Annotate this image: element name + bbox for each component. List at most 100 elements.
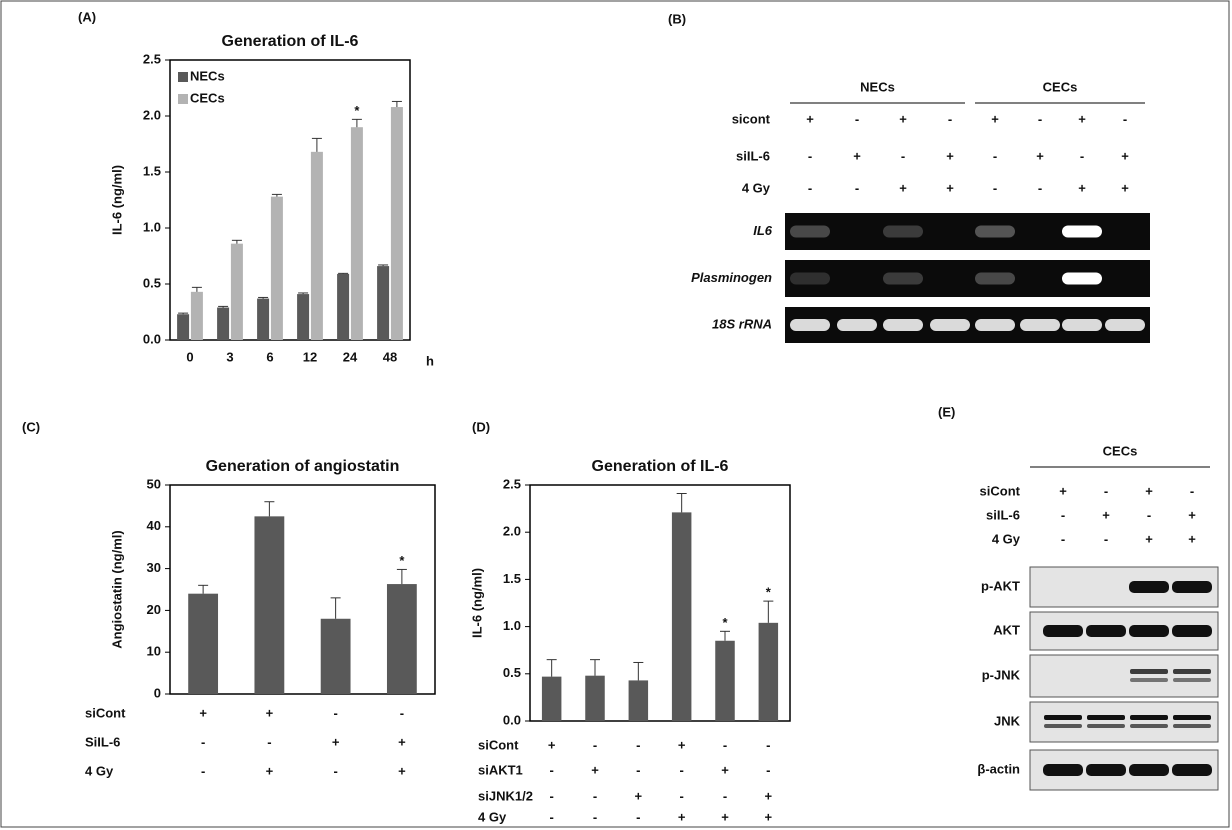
condition-sign: +: [721, 762, 729, 777]
gel-band: [1062, 225, 1102, 238]
blot-band: [1044, 715, 1082, 720]
condition-sign: +: [1078, 111, 1086, 126]
y-tick-label: 1.0: [143, 219, 161, 234]
significance-marker: *: [354, 103, 360, 118]
blot-band: [1172, 625, 1212, 637]
condition-sign: +: [1121, 180, 1129, 195]
legend-label: NECs: [190, 68, 225, 83]
condition-sign: +: [1102, 507, 1110, 522]
condition-label: 4 Gy: [992, 531, 1021, 546]
y-tick-label: 20: [147, 602, 161, 617]
condition-sign: -: [679, 762, 683, 777]
blot-band: [1043, 625, 1083, 637]
bar: [671, 512, 692, 721]
condition-sign: +: [721, 809, 729, 824]
y-tick-label: 2.0: [143, 107, 161, 122]
bar: [320, 618, 351, 694]
panel-label: (E): [938, 404, 955, 419]
condition-sign: -: [948, 111, 952, 126]
condition-sign: -: [636, 809, 640, 824]
gel-band: [1105, 319, 1145, 331]
plot-frame: [529, 484, 791, 722]
band-label: Plasminogen: [691, 270, 772, 285]
blot-band: [1130, 715, 1168, 720]
gel-band: [1020, 319, 1060, 331]
condition-sign: +: [1145, 483, 1153, 498]
blot-band: [1129, 764, 1169, 776]
x-tick-label: 3: [226, 349, 233, 364]
condition-sign: -: [993, 180, 997, 195]
condition-sign: +: [199, 705, 207, 720]
condition-sign: -: [267, 734, 271, 749]
y-tick-label: 2.5: [503, 476, 521, 491]
condition-sign: -: [593, 737, 597, 752]
condition-sign: +: [1145, 531, 1153, 546]
gel-band: [883, 272, 923, 285]
panel-label: (C): [22, 419, 40, 434]
bar: [350, 127, 363, 340]
condition-sign: -: [593, 788, 597, 803]
bar: [310, 151, 323, 340]
condition-sign: +: [266, 763, 274, 778]
condition-label: sicont: [732, 111, 771, 126]
blot-strip: [1029, 654, 1219, 698]
blot-band: [1087, 715, 1125, 720]
gel-band: [790, 319, 830, 331]
gel-band: [883, 319, 923, 331]
x-tick-label: 24: [343, 349, 358, 364]
blot-band: [1043, 764, 1083, 776]
condition-sign: -: [808, 148, 812, 163]
condition-sign: -: [549, 809, 553, 824]
condition-sign: -: [766, 737, 770, 752]
gel-band: [883, 225, 923, 238]
condition-label: siIL-6: [736, 148, 770, 163]
x-tick-label: 48: [383, 349, 397, 364]
blot-band: [1087, 724, 1125, 728]
condition-sign: -: [993, 148, 997, 163]
condition-sign: -: [766, 762, 770, 777]
blot-band: [1172, 764, 1212, 776]
condition-sign: -: [593, 809, 597, 824]
bar: [386, 584, 417, 694]
chart-title: Generation of IL-6: [222, 33, 359, 50]
legend-swatch: [178, 94, 188, 104]
condition-sign: -: [1038, 111, 1042, 126]
condition-label: 4 Gy: [742, 180, 771, 195]
plot-frame: [169, 484, 436, 695]
bar: [177, 314, 190, 340]
condition-sign: -: [1061, 531, 1065, 546]
gel-band: [1062, 272, 1102, 285]
gel-band: [790, 225, 830, 238]
condition-sign: -: [201, 763, 205, 778]
condition-sign: +: [1078, 180, 1086, 195]
condition-sign: +: [853, 148, 861, 163]
condition-sign: +: [548, 737, 556, 752]
gel-band: [975, 319, 1015, 331]
condition-sign: +: [635, 788, 643, 803]
condition-label: siCont: [980, 483, 1021, 498]
condition-sign: -: [636, 737, 640, 752]
gel-band: [837, 319, 877, 331]
y-tick-label: 40: [147, 518, 161, 533]
y-axis-label: IL-6 (ng/ml): [109, 165, 124, 235]
condition-sign: +: [946, 180, 954, 195]
band-label: 18S rRNA: [712, 316, 772, 331]
y-tick-label: 0.5: [143, 275, 161, 290]
condition-sign: +: [1121, 148, 1129, 163]
condition-label: SiIL-6: [85, 734, 120, 749]
bar: [758, 622, 779, 721]
condition-sign: -: [901, 148, 905, 163]
blot-band: [1172, 581, 1212, 593]
condition-sign: -: [808, 180, 812, 195]
y-tick-label: 2.5: [143, 51, 161, 66]
condition-sign: -: [1080, 148, 1084, 163]
y-axis-label: Angiostatin (ng/ml): [109, 530, 124, 648]
condition-sign: -: [855, 111, 859, 126]
bar: [628, 680, 649, 721]
bar: [541, 676, 562, 721]
condition-sign: +: [946, 148, 954, 163]
condition-sign: -: [1190, 483, 1194, 498]
condition-sign: +: [398, 734, 406, 749]
condition-sign: -: [723, 788, 727, 803]
condition-sign: +: [398, 763, 406, 778]
